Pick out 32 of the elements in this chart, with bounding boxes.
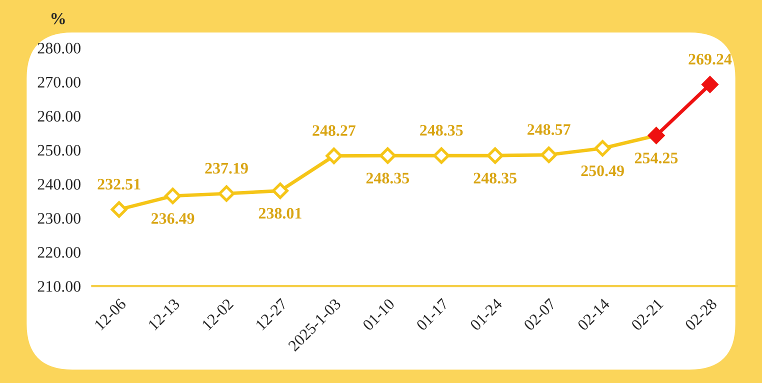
point bbox=[164, 188, 182, 204]
data-label: 248.35 bbox=[474, 172, 516, 184]
y-tick-label: 220.00 bbox=[38, 246, 80, 258]
data-label: 232.51 bbox=[98, 178, 140, 190]
data-label: 237.19 bbox=[205, 162, 248, 174]
point bbox=[272, 182, 288, 200]
y-tick-label: 260.00 bbox=[38, 110, 80, 122]
y-tick-label: 230.00 bbox=[38, 212, 80, 224]
data-label: 248.57 bbox=[528, 124, 570, 135]
data-label: 254.25 bbox=[634, 152, 678, 164]
data-label: 250.49 bbox=[581, 165, 624, 176]
point bbox=[433, 147, 450, 164]
y-tick-label: 280.00 bbox=[38, 42, 80, 54]
data-label: 248.35 bbox=[366, 172, 410, 184]
point bbox=[218, 185, 235, 202]
data-label: 248.27 bbox=[312, 125, 356, 136]
y-axis-title: % bbox=[51, 12, 65, 24]
y-tick-label: 240.00 bbox=[38, 178, 80, 190]
point bbox=[702, 76, 718, 93]
y-tick-label: 250.00 bbox=[38, 144, 80, 156]
data-label: 248.35 bbox=[420, 124, 463, 136]
point bbox=[110, 201, 128, 218]
point bbox=[486, 147, 504, 164]
point bbox=[594, 140, 611, 157]
y-tick-label: 210.00 bbox=[38, 281, 80, 292]
data-label: 269.24 bbox=[688, 54, 732, 65]
point bbox=[540, 146, 558, 164]
data-label: 236.49 bbox=[151, 213, 194, 224]
data-label: 238.01 bbox=[258, 208, 302, 219]
y-tick-label: 270.00 bbox=[38, 76, 80, 88]
point bbox=[379, 147, 396, 164]
point bbox=[326, 148, 342, 164]
